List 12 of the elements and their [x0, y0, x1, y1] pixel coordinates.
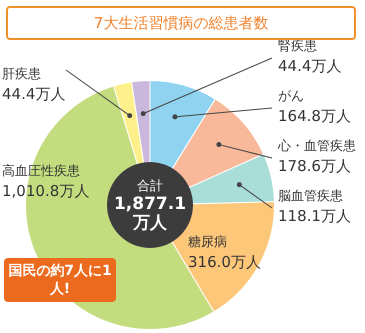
chart-title: 7大生活習慣病の総患者数 [6, 6, 356, 40]
data-label: 178.6万人 [278, 157, 351, 175]
slice-label: 心・血管疾患 [277, 138, 356, 154]
slice-label: 肝疾患 [2, 67, 41, 82]
data-label: 118.1万人 [278, 207, 351, 225]
slice-label: がん [278, 89, 304, 104]
text: 国民の約7人に1人! [4, 258, 116, 302]
data-label: 44.4万人 [278, 57, 342, 75]
data-label: 44.4万人 [2, 85, 66, 103]
slice-label: 脳血管疾患 [278, 189, 343, 204]
data-label: 164.8万人 [278, 107, 351, 125]
data-label: 316.0万人 [188, 253, 261, 271]
